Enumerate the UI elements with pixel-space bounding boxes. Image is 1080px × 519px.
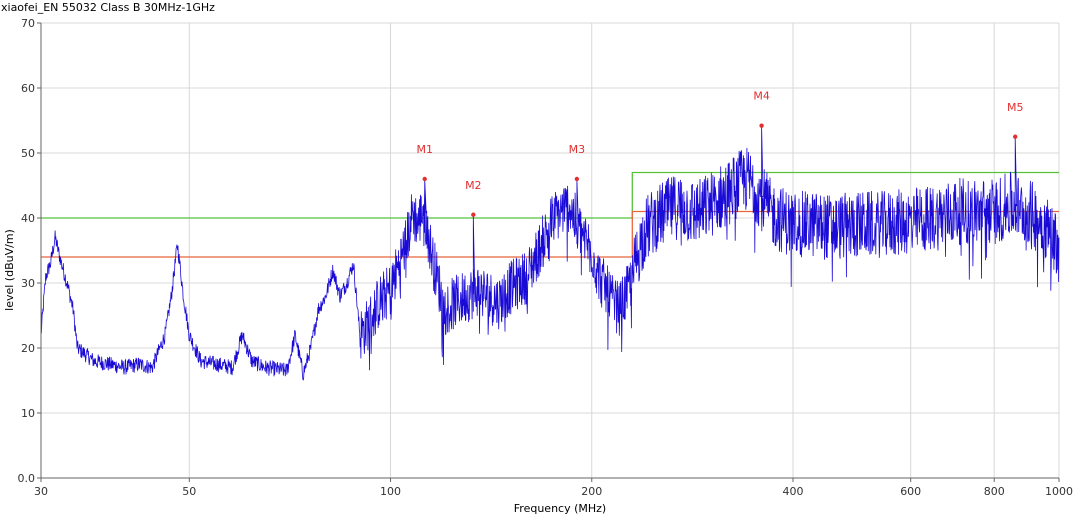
x-tick-label: 30 [34, 485, 48, 498]
marker-point [471, 212, 476, 217]
marker-label: M5 [1007, 101, 1024, 114]
limit-line-qp [41, 171, 1059, 219]
x-tick-label: 600 [900, 485, 921, 498]
x-axis-title: Frequency (MHz) [514, 502, 606, 515]
y-tick-label: 50 [21, 147, 35, 160]
x-tick-label: 800 [984, 485, 1005, 498]
y-tick-label: 60 [21, 82, 35, 95]
markers: M1 M2 M3 M4 M5 [416, 90, 1023, 217]
x-tick-label: 50 [182, 485, 196, 498]
y-tick-label: 20 [21, 342, 35, 355]
marker-point [422, 176, 427, 182]
measurement-trace [40, 125, 1060, 381]
y-tick-label: 40 [21, 212, 35, 225]
marker-point [574, 176, 580, 182]
marker-label: M2 [465, 179, 482, 192]
x-tick-label: 100 [380, 485, 401, 498]
x-tick-label: 1000 [1045, 485, 1073, 498]
axes: 0.0 10 20 30 40 50 60 70 30 50 100 200 400 600 800 1000 [18, 17, 1074, 498]
y-tick-label: 0.0 [18, 472, 36, 485]
y-tick-label: 70 [21, 17, 35, 30]
marker-point [759, 123, 764, 128]
x-tick-label: 400 [782, 485, 803, 498]
y-axis-title: level (dBuV/m) [3, 229, 16, 311]
marker-point [1013, 134, 1018, 139]
x-tick-label: 200 [581, 485, 602, 498]
chart-title: xiaofei_EN 55032 Class B 30MHz-1GHz [1, 1, 215, 14]
y-tick-label: 30 [21, 277, 35, 290]
y-tick-label: 10 [21, 407, 35, 420]
marker-label: M4 [753, 90, 770, 103]
marker-label: M1 [416, 143, 433, 156]
marker-label: M3 [569, 143, 586, 156]
trace-path [40, 125, 1060, 381]
